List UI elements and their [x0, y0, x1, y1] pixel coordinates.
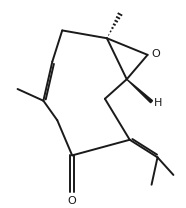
Text: H: H	[154, 98, 162, 108]
Text: O: O	[151, 49, 160, 59]
Polygon shape	[127, 79, 153, 103]
Text: O: O	[68, 196, 76, 206]
